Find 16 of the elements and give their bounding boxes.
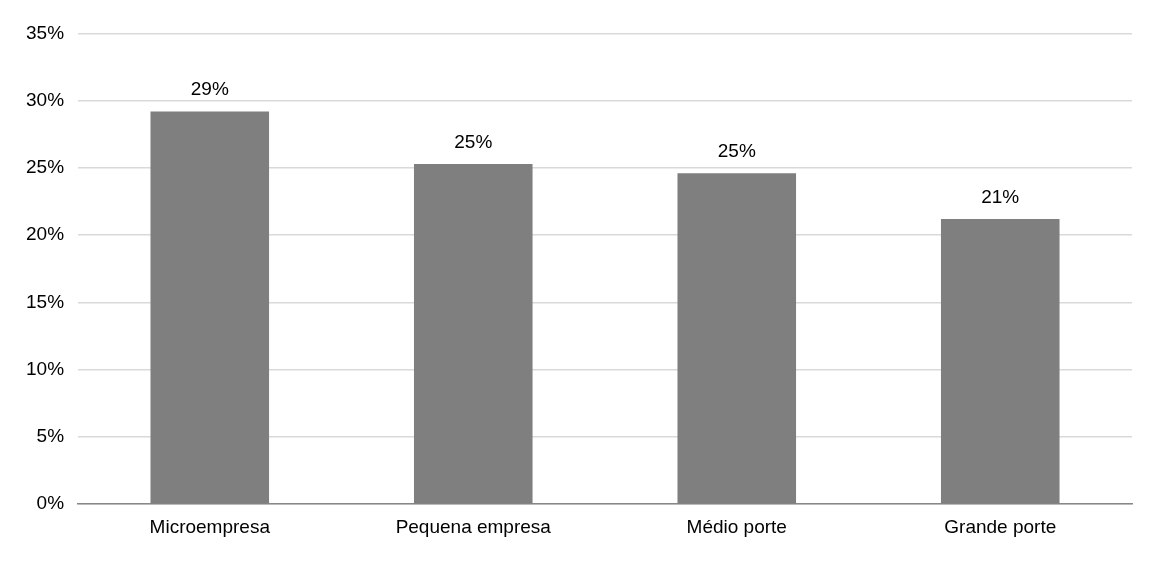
y-tick-label: 15% <box>26 290 65 312</box>
data-label: 21% <box>981 185 1020 207</box>
y-tick-label: 35% <box>26 21 65 43</box>
y-tick-label: 5% <box>36 425 65 447</box>
y-tick-label: 0% <box>36 492 65 514</box>
data-label: 25% <box>454 130 493 152</box>
x-tick-label: Grande porte <box>944 515 1057 537</box>
x-tick-label: Pequena empresa <box>395 515 552 537</box>
y-tick-label: 20% <box>26 223 65 245</box>
y-tick-label: 30% <box>26 88 65 110</box>
data-label: 29% <box>190 78 229 100</box>
x-tick-label: Microempresa <box>149 515 271 537</box>
x-tick-label: Médio porte <box>686 515 787 537</box>
y-tick-label: 25% <box>26 156 65 178</box>
y-tick-label: 10% <box>26 357 65 379</box>
data-label: 25% <box>717 140 756 162</box>
